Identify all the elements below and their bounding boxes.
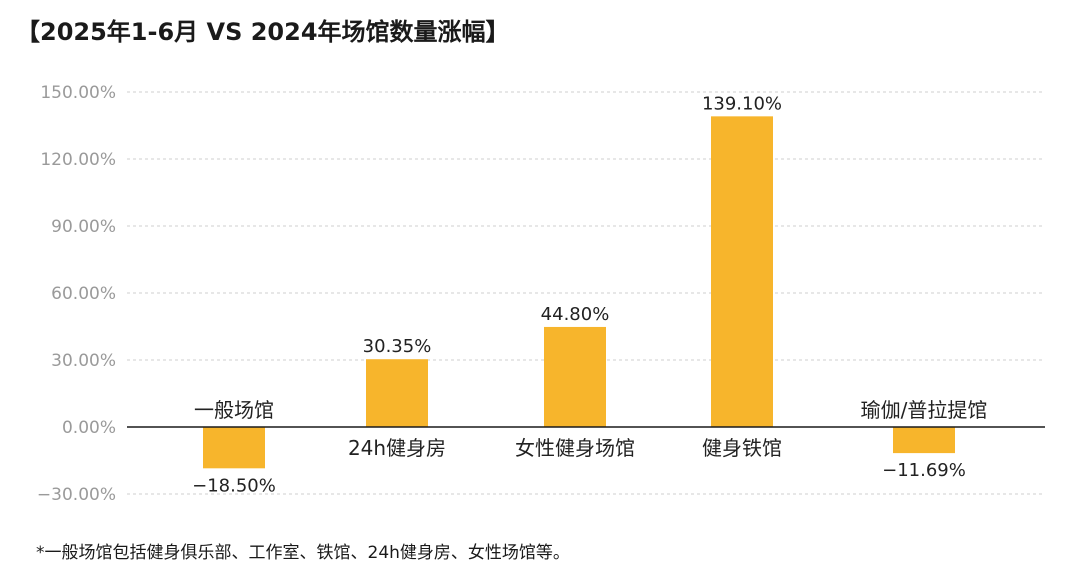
y-tick-label: 120.00% bbox=[40, 150, 116, 170]
value-label: −18.50% bbox=[192, 475, 276, 496]
bar-labels: −18.50% 一般场馆 30.35% 24h健身房 44.80% 女性健身场馆 139.1… bbox=[192, 93, 987, 496]
value-label: 44.80% bbox=[541, 304, 610, 325]
y-tick-label: 30.00% bbox=[51, 351, 116, 371]
category-label: 女性健身场馆 bbox=[515, 436, 635, 460]
chart-title: 【2025年1-6月 VS 2024年场馆数量涨幅】 bbox=[16, 18, 510, 46]
bar bbox=[544, 326, 606, 427]
bar bbox=[203, 427, 265, 469]
y-tick-label: 90.00% bbox=[51, 217, 116, 237]
category-label: 瑜伽/普拉提馆 bbox=[861, 398, 988, 422]
y-tick-label: 0.00% bbox=[62, 418, 116, 438]
y-axis-ticks: 150.00% 120.00% 90.00% 60.00% 30.00% 0.00% −30… bbox=[37, 83, 116, 505]
footnote: *一般场馆包括健身俱乐部、工作室、铁馆、24h健身房、女性场馆等。 bbox=[36, 543, 570, 563]
y-tick-label: 60.00% bbox=[51, 284, 116, 304]
category-label: 健身铁馆 bbox=[702, 436, 782, 460]
value-label: 30.35% bbox=[363, 336, 432, 357]
value-label: 139.10% bbox=[702, 93, 782, 114]
category-label: 一般场馆 bbox=[194, 398, 274, 422]
category-label: 24h健身房 bbox=[348, 436, 446, 460]
value-label: −11.69% bbox=[882, 460, 966, 481]
grid-lines bbox=[127, 91, 1045, 495]
y-tick-label: −30.00% bbox=[37, 485, 116, 505]
bar bbox=[893, 427, 955, 454]
bar bbox=[366, 359, 428, 427]
bars bbox=[203, 116, 955, 469]
y-tick-label: 150.00% bbox=[40, 83, 116, 103]
bar bbox=[711, 116, 773, 428]
